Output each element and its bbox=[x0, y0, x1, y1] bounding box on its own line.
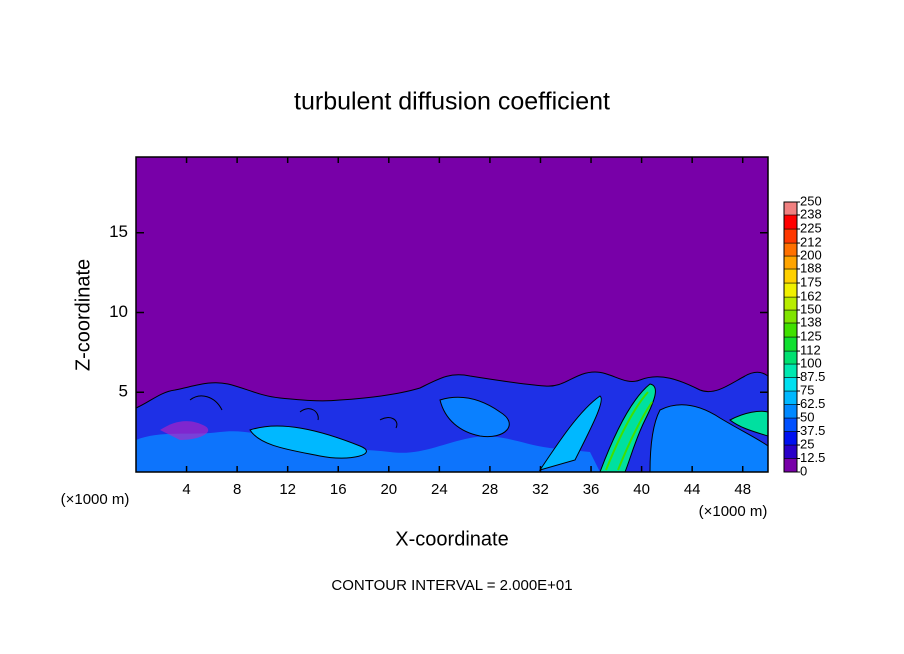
footnote: CONTOUR INTERVAL = 2.000E+01 bbox=[331, 577, 572, 594]
colorbar-tick-label: 150 bbox=[800, 301, 822, 316]
colorbar-bin bbox=[783, 444, 798, 459]
colorbar-tick-label: 225 bbox=[800, 220, 822, 235]
colorbar-tick-label: 87.5 bbox=[800, 369, 825, 384]
x-tick-label: 8 bbox=[233, 481, 241, 498]
y-axis-label: Z-coordinate bbox=[72, 259, 94, 371]
colorbar-bin bbox=[783, 214, 798, 230]
colorbar-tick-label: 112 bbox=[800, 342, 821, 357]
colorbar-tick-label: 250 bbox=[800, 193, 822, 208]
layer-patch bbox=[538, 395, 602, 471]
x-tick-label: 28 bbox=[482, 481, 499, 498]
x-tick-label: 32 bbox=[532, 481, 549, 498]
layer-patch bbox=[649, 404, 769, 473]
plot-frame bbox=[135, 156, 769, 473]
colorbar-tick-label: 188 bbox=[800, 260, 822, 275]
layer-patch bbox=[160, 421, 209, 440]
colorbar-bin bbox=[783, 390, 798, 405]
x-tick-label: 40 bbox=[633, 481, 650, 498]
colorbar-bin bbox=[783, 242, 798, 257]
y-tick-label: 15 bbox=[109, 222, 128, 241]
layer-patch bbox=[136, 431, 600, 472]
colorbar-tick-label: 75 bbox=[800, 382, 814, 397]
y-tick-label: 10 bbox=[109, 302, 128, 321]
y-tick-label: 5 bbox=[119, 382, 128, 401]
colorbar-bin bbox=[783, 336, 798, 352]
colorbar-frame bbox=[783, 201, 798, 473]
colorbar-bin bbox=[783, 404, 798, 419]
colorbar-bin bbox=[783, 268, 798, 284]
x-tick-label: 4 bbox=[182, 481, 190, 498]
colorbar-tick-label: 212 bbox=[800, 234, 822, 249]
colorbar-bin bbox=[783, 255, 798, 270]
x-tick-label: 36 bbox=[583, 481, 600, 498]
x-unit-label: (×1000 m) bbox=[699, 503, 768, 520]
colorbar-bin bbox=[783, 363, 798, 378]
layer-patch bbox=[439, 396, 510, 438]
colorbar-bin bbox=[783, 296, 798, 311]
colorbar-tick-label: 238 bbox=[800, 206, 822, 221]
x-unit-label: (×1000 m) bbox=[61, 491, 130, 508]
colorbar-tick-label: 125 bbox=[800, 328, 822, 343]
field bbox=[135, 157, 769, 473]
colorbar-tick-label: 50 bbox=[800, 409, 814, 424]
colorbar-tick-label: 62.5 bbox=[800, 396, 825, 411]
colorbar-tick-label: 100 bbox=[800, 355, 822, 370]
layer-patch bbox=[249, 425, 367, 459]
colorbar-tick-label: 12.5 bbox=[800, 450, 825, 465]
colorbar-tick-label: 138 bbox=[800, 314, 822, 329]
x-tick-label: 20 bbox=[380, 481, 397, 498]
colorbar-bin bbox=[783, 201, 798, 216]
colorbar-bin bbox=[783, 417, 798, 432]
x-tick-label: 12 bbox=[279, 481, 296, 498]
chart-title: turbulent diffusion coefficient bbox=[294, 88, 610, 116]
colorbar-tick-label: 175 bbox=[800, 274, 822, 289]
contour-line bbox=[189, 395, 398, 429]
colorbar-bin bbox=[783, 431, 798, 446]
colorbar-bin bbox=[783, 458, 798, 473]
colorbar-bin bbox=[783, 309, 798, 324]
x-tick-label: 48 bbox=[734, 481, 751, 498]
x-tick-label: 16 bbox=[330, 481, 347, 498]
colorbar-tick-label: 200 bbox=[800, 247, 822, 262]
x-tick-label: 24 bbox=[431, 481, 448, 498]
colorbar-bin bbox=[783, 377, 798, 392]
colorbar-bin bbox=[783, 282, 798, 298]
colorbar-bin bbox=[783, 322, 798, 338]
x-tick-label: 44 bbox=[684, 481, 701, 498]
colorbar-tick-label: 25 bbox=[800, 436, 814, 451]
colorbar-tick-label: 37.5 bbox=[800, 423, 825, 438]
x-axis-label: X-coordinate bbox=[395, 528, 508, 550]
colorbar-bin bbox=[783, 350, 798, 365]
colorbar-bin bbox=[783, 228, 798, 244]
colorbar-tick-label: 0 bbox=[800, 463, 807, 478]
colorbar-tick-label: 162 bbox=[800, 288, 822, 303]
contour-line bbox=[605, 391, 653, 471]
